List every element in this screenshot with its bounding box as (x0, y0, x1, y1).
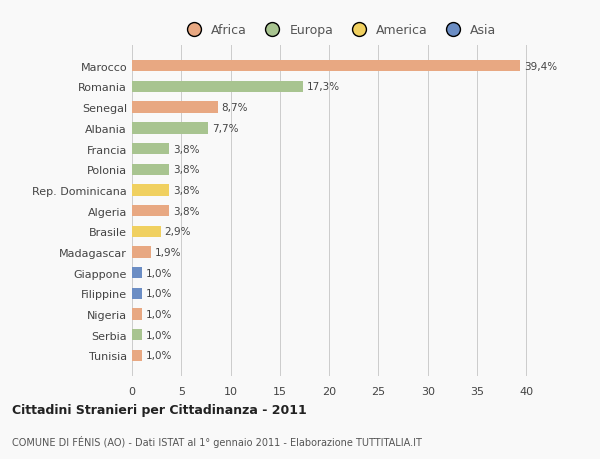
Bar (132, 61, 520, 72)
Bar (132, 309, 142, 320)
Bar (132, 82, 302, 93)
Bar (132, 226, 161, 237)
Bar (132, 288, 142, 299)
Text: 1,0%: 1,0% (146, 268, 172, 278)
Legend: Africa, Europa, America, Asia: Africa, Europa, America, Asia (176, 19, 502, 42)
Bar (132, 123, 208, 134)
Text: 1,0%: 1,0% (146, 330, 172, 340)
Text: 3,8%: 3,8% (173, 144, 200, 154)
Text: 3,8%: 3,8% (173, 185, 200, 196)
Text: 1,0%: 1,0% (146, 309, 172, 319)
Bar (132, 268, 142, 279)
Text: Cittadini Stranieri per Cittadinanza - 2011: Cittadini Stranieri per Cittadinanza - 2… (12, 403, 307, 416)
Text: 2,9%: 2,9% (164, 227, 191, 237)
Bar (132, 144, 169, 155)
Text: COMUNE DI FÉNIS (AO) - Dati ISTAT al 1° gennaio 2011 - Elaborazione TUTTITALIA.I: COMUNE DI FÉNIS (AO) - Dati ISTAT al 1° … (12, 435, 422, 447)
Bar (132, 185, 169, 196)
Text: 3,8%: 3,8% (173, 206, 200, 216)
Bar (132, 247, 151, 258)
Text: 1,0%: 1,0% (146, 289, 172, 299)
Bar (132, 350, 142, 361)
Bar (132, 164, 169, 175)
Bar (132, 102, 218, 113)
Bar (132, 330, 142, 341)
Text: 17,3%: 17,3% (307, 82, 340, 92)
Text: 1,0%: 1,0% (146, 351, 172, 361)
Bar (132, 206, 169, 217)
Text: 7,7%: 7,7% (212, 123, 238, 134)
Text: 3,8%: 3,8% (173, 165, 200, 175)
Text: 8,7%: 8,7% (222, 103, 248, 113)
Text: 1,9%: 1,9% (155, 247, 181, 257)
Text: 39,4%: 39,4% (524, 62, 557, 72)
